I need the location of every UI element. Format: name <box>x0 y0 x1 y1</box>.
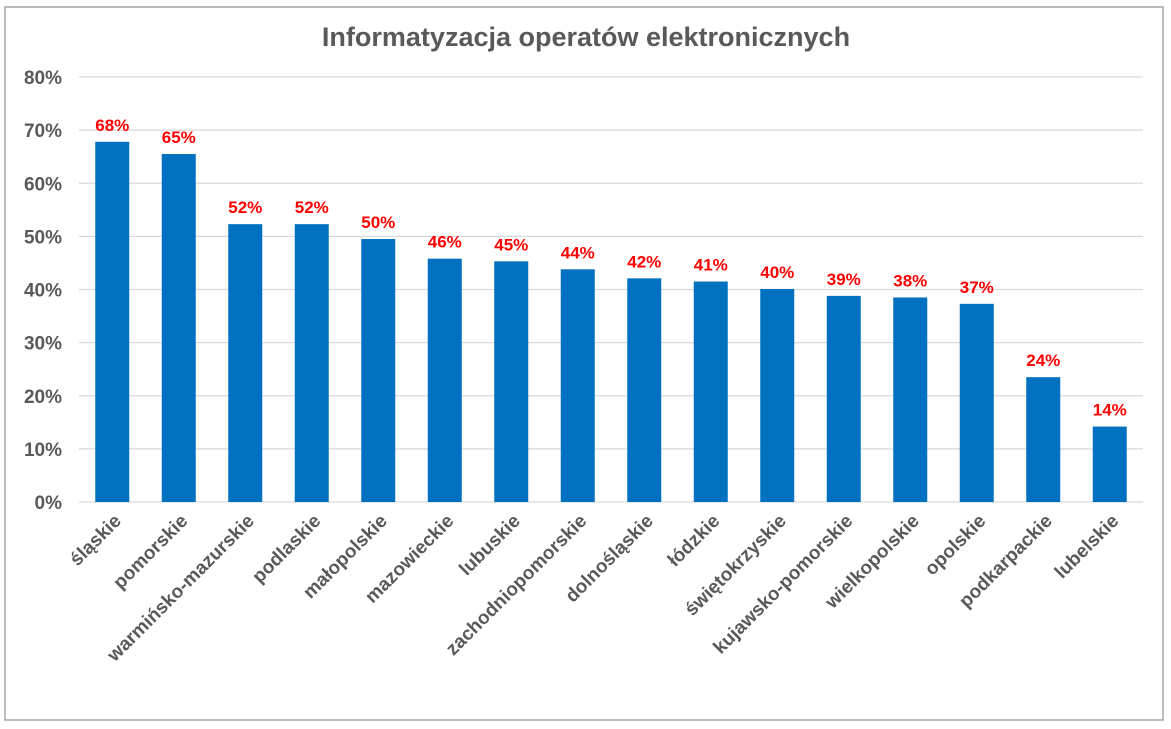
data-label: 37% <box>960 278 994 297</box>
data-label: 45% <box>494 235 528 254</box>
bar <box>1026 377 1061 502</box>
y-tick-label: 20% <box>24 387 62 408</box>
y-tick-label: 80% <box>24 68 62 89</box>
y-axis: 0% 10% 20% 30% 40% 50% 60% 70% 80% <box>24 68 62 514</box>
bar <box>627 278 662 502</box>
y-tick-label: 40% <box>24 281 62 302</box>
data-label: 42% <box>627 252 661 271</box>
data-label: 52% <box>295 198 329 217</box>
bar <box>228 224 263 502</box>
bar <box>95 141 130 502</box>
data-label: 14% <box>1093 401 1127 420</box>
bars <box>95 141 1127 502</box>
chart-title: Informatyzacja operatów elektronicznych <box>322 22 850 52</box>
bar <box>361 239 396 502</box>
data-label: 46% <box>428 233 462 252</box>
y-tick-label: 60% <box>24 174 62 195</box>
bar <box>959 303 994 502</box>
data-label: 39% <box>827 270 861 289</box>
data-label: 68% <box>95 116 129 135</box>
bar <box>893 297 928 502</box>
y-tick-label: 50% <box>24 227 62 248</box>
bar <box>427 258 462 502</box>
bar <box>161 154 196 502</box>
y-tick-label: 70% <box>24 121 62 142</box>
bar <box>560 269 595 502</box>
y-tick-label: 30% <box>24 334 62 355</box>
data-label: 50% <box>361 213 395 232</box>
data-label: 24% <box>1026 351 1060 370</box>
bar <box>294 224 329 502</box>
data-label: 38% <box>893 271 927 290</box>
data-label: 40% <box>760 263 794 282</box>
data-label: 52% <box>228 198 262 217</box>
y-tick-label: 10% <box>24 440 62 461</box>
data-label: 41% <box>694 256 728 275</box>
bar <box>826 295 861 502</box>
bar <box>494 261 529 502</box>
bar <box>693 281 728 502</box>
data-label: 44% <box>561 243 595 262</box>
data-labels: 68% 65% 52% 52% 50% 46% 45% 44% 42% 41% 40% 39% 38% 3… <box>95 116 1127 420</box>
bar <box>760 288 795 502</box>
y-tick-label: 0% <box>35 493 63 514</box>
bar <box>1092 426 1127 502</box>
data-label: 65% <box>162 128 196 147</box>
